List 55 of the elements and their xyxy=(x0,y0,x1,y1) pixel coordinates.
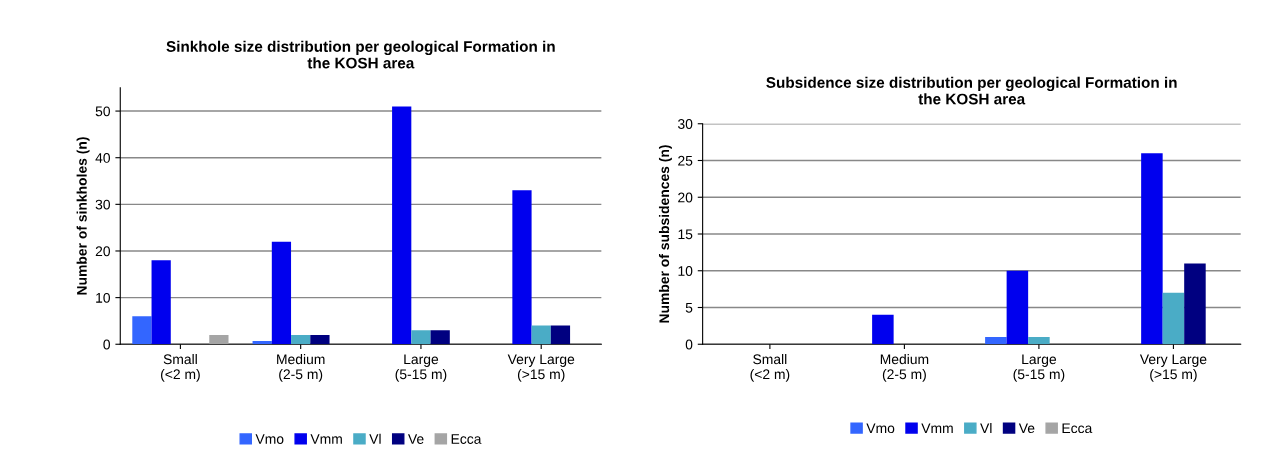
y-tick-label: 5 xyxy=(685,302,693,313)
bar xyxy=(985,336,1007,345)
bar xyxy=(132,316,152,345)
x-tick-label: Large (5-15 m) xyxy=(1013,354,1065,382)
x-tick-label: Small (<2 m) xyxy=(161,353,200,382)
bar xyxy=(550,325,571,345)
bar xyxy=(310,334,330,345)
chart-title: Subsidence size distribution per geological Formation in the KOSH area xyxy=(766,76,1177,105)
legend-label: Vmm xyxy=(310,434,342,444)
y-axis-title: Number of sinkholes (n) xyxy=(76,137,90,295)
bar xyxy=(392,106,412,345)
y-tick-label: 30 xyxy=(95,199,111,210)
x-tick-label: Medium (2-5 m) xyxy=(277,353,325,382)
legend-label: Vl xyxy=(980,422,992,433)
bar xyxy=(411,330,431,345)
bar xyxy=(1162,292,1185,345)
x-tick-label: Large (5-15 m) xyxy=(395,354,447,382)
bar xyxy=(151,260,171,345)
legend-label: Vmm xyxy=(921,423,953,433)
legend-label: Ve xyxy=(1018,423,1035,434)
legend-label: Ve xyxy=(408,434,424,444)
bar xyxy=(512,190,532,345)
x-tick-label: Small (<2 m) xyxy=(750,353,790,382)
y-tick-label: 20 xyxy=(678,192,693,203)
y-tick-label: 50 xyxy=(95,106,111,117)
legend-label: Ecca xyxy=(1062,423,1093,434)
y-tick-label: 0 xyxy=(103,339,111,350)
y-tick-label: 30 xyxy=(677,119,693,129)
legend-label: Vmo xyxy=(255,434,284,444)
legend-label: Vmo xyxy=(866,423,895,434)
bar xyxy=(271,241,292,345)
x-tick-label: Very Large (>15 m) xyxy=(1139,354,1207,382)
x-tick-label: Medium (2-5 m) xyxy=(880,353,929,382)
bar xyxy=(872,314,894,345)
y-tick-label: 20 xyxy=(95,246,111,257)
y-tick-label: 40 xyxy=(95,153,111,163)
bar xyxy=(291,334,311,345)
y-tick-label: 15 xyxy=(678,229,693,240)
y-tick-label: 0 xyxy=(685,339,693,350)
y-axis-title: Number of subsidences (n) xyxy=(658,145,672,323)
bar xyxy=(1006,270,1029,345)
legend-label: Vl xyxy=(369,433,381,444)
legend-label: Ecca xyxy=(451,434,482,444)
bar xyxy=(1028,336,1050,345)
y-tick-label: 10 xyxy=(96,292,111,303)
chart-title: Sinkhole size distribution per geological Formation in the KOSH area xyxy=(166,40,555,69)
y-tick-label: 10 xyxy=(678,266,693,276)
bar xyxy=(531,325,551,345)
bar xyxy=(1184,263,1206,345)
y-tick-label: 25 xyxy=(678,155,693,166)
x-tick-label: Very Large (>15 m) xyxy=(507,354,575,382)
bar xyxy=(1141,153,1163,345)
bar xyxy=(430,330,450,345)
bar xyxy=(252,340,272,345)
bar xyxy=(209,334,229,345)
